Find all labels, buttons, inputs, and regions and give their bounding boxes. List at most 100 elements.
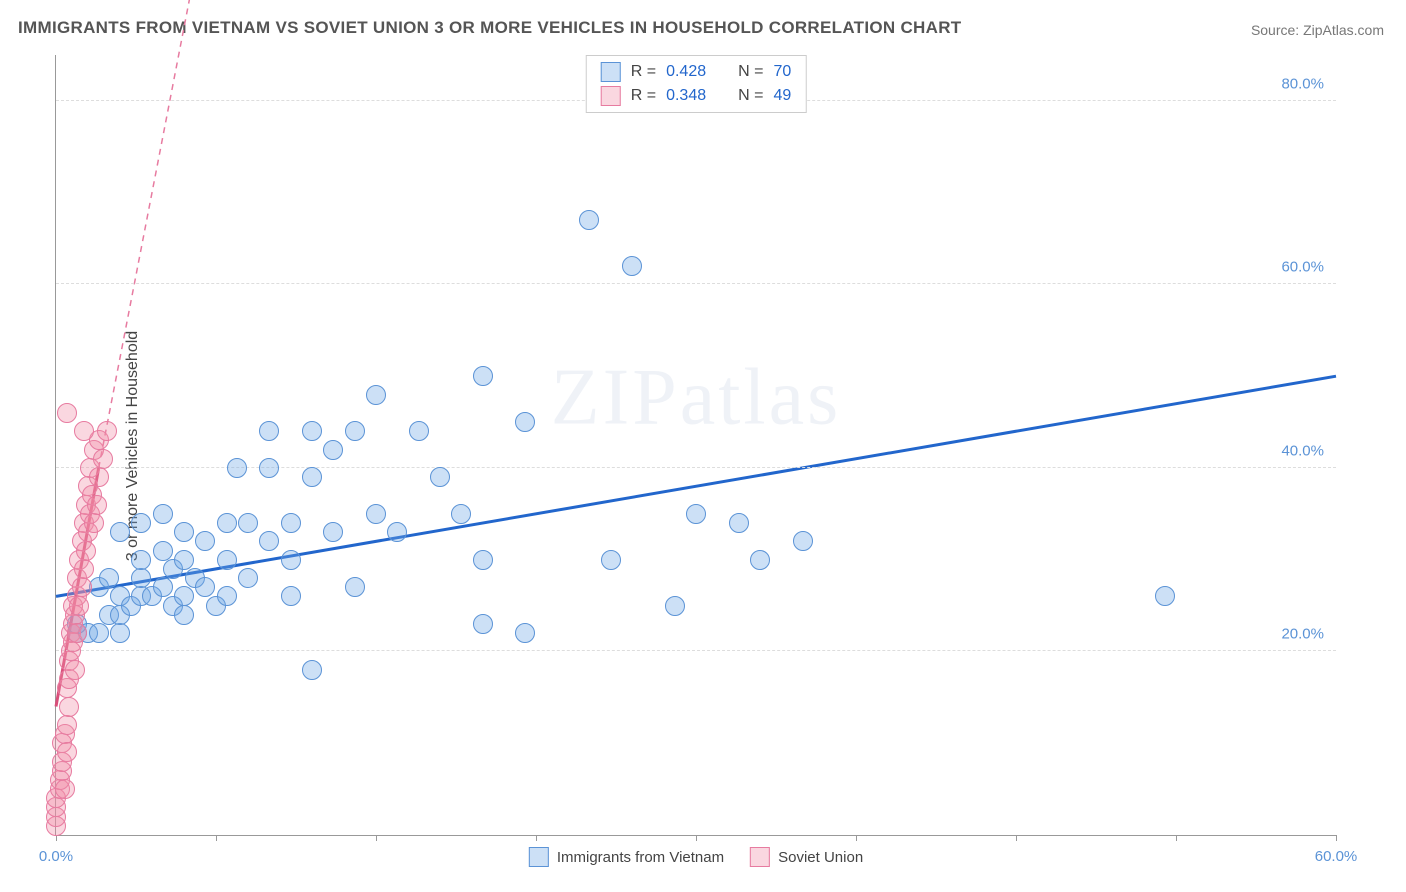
gridline xyxy=(56,650,1336,651)
legend-r-value: 0.348 xyxy=(666,87,706,105)
scatter-point xyxy=(515,412,535,432)
scatter-point xyxy=(57,403,77,423)
x-tick xyxy=(1016,835,1017,841)
trend-line xyxy=(99,0,206,468)
scatter-point xyxy=(217,550,237,570)
legend-swatch xyxy=(750,847,770,867)
x-tick xyxy=(696,835,697,841)
x-tick-label: 0.0% xyxy=(39,848,73,865)
legend-swatch xyxy=(529,847,549,867)
scatter-point xyxy=(750,550,770,570)
scatter-point xyxy=(259,531,279,551)
scatter-point xyxy=(366,385,386,405)
scatter-point xyxy=(69,596,89,616)
scatter-point xyxy=(57,742,77,762)
scatter-point xyxy=(93,449,113,469)
legend-n-value: 70 xyxy=(773,63,791,81)
scatter-point xyxy=(153,504,173,524)
x-tick xyxy=(1336,835,1337,841)
scatter-point xyxy=(59,697,79,717)
x-tick xyxy=(376,835,377,841)
scatter-point xyxy=(55,779,75,799)
scatter-point xyxy=(515,623,535,643)
scatter-point xyxy=(409,421,429,441)
scatter-point xyxy=(345,421,365,441)
legend-r-value: 0.428 xyxy=(666,63,706,81)
scatter-point xyxy=(622,256,642,276)
scatter-point xyxy=(366,504,386,524)
scatter-point xyxy=(153,577,173,597)
scatter-point xyxy=(323,522,343,542)
scatter-point xyxy=(281,513,301,533)
y-tick-label: 40.0% xyxy=(1281,442,1324,459)
scatter-point xyxy=(174,605,194,625)
scatter-point xyxy=(665,596,685,616)
trend-lines-layer xyxy=(56,55,1336,835)
x-tick xyxy=(1176,835,1177,841)
x-tick xyxy=(56,835,57,841)
scatter-point xyxy=(281,550,301,570)
legend-n-label: N = xyxy=(738,63,763,81)
y-tick-label: 80.0% xyxy=(1281,75,1324,92)
legend-r-label: R = xyxy=(631,87,656,105)
scatter-point xyxy=(259,458,279,478)
gridline xyxy=(56,467,1336,468)
x-tick xyxy=(856,835,857,841)
scatter-point xyxy=(195,531,215,551)
scatter-point xyxy=(84,513,104,533)
legend-series-label: Immigrants from Vietnam xyxy=(557,849,724,866)
scatter-point xyxy=(131,568,151,588)
chart-source: Source: ZipAtlas.com xyxy=(1251,22,1384,38)
scatter-point xyxy=(238,513,258,533)
scatter-point xyxy=(729,513,749,533)
legend-n-value: 49 xyxy=(773,87,791,105)
scatter-point xyxy=(281,586,301,606)
scatter-point xyxy=(793,531,813,551)
scatter-point xyxy=(110,623,130,643)
scatter-point xyxy=(259,421,279,441)
scatter-point xyxy=(110,522,130,542)
scatter-point xyxy=(601,550,621,570)
correlation-legend: R = 0.428 N = 70 R = 0.348 N = 49 xyxy=(586,55,807,113)
scatter-point xyxy=(217,513,237,533)
scatter-point xyxy=(174,550,194,570)
legend-series-item: Soviet Union xyxy=(750,847,863,867)
scatter-point xyxy=(174,522,194,542)
scatter-point xyxy=(74,559,94,579)
legend-n-label: N = xyxy=(738,87,763,105)
chart-plot-area: ZIPatlas R =0.428N =70R =0.348N =49 Immi… xyxy=(55,55,1336,836)
gridline xyxy=(56,283,1336,284)
scatter-point xyxy=(74,421,94,441)
legend-swatch xyxy=(601,86,621,106)
scatter-point xyxy=(451,504,471,524)
scatter-point xyxy=(89,467,109,487)
scatter-point xyxy=(238,568,258,588)
scatter-point xyxy=(473,614,493,634)
scatter-point xyxy=(227,458,247,478)
legend-row: R = 0.428 N = 70 xyxy=(601,60,792,84)
legend-swatch xyxy=(601,62,621,82)
scatter-point xyxy=(387,522,407,542)
y-tick-label: 20.0% xyxy=(1281,626,1324,643)
scatter-point xyxy=(323,440,343,460)
scatter-point xyxy=(195,577,215,597)
scatter-point xyxy=(217,586,237,606)
scatter-point xyxy=(97,421,117,441)
watermark-text: ZIPatlas xyxy=(551,353,842,444)
x-tick xyxy=(536,835,537,841)
scatter-point xyxy=(430,467,450,487)
trend-line xyxy=(56,376,1336,596)
scatter-point xyxy=(1155,586,1175,606)
legend-r-label: R = xyxy=(631,63,656,81)
scatter-point xyxy=(686,504,706,524)
scatter-point xyxy=(57,715,77,735)
legend-series-label: Soviet Union xyxy=(778,849,863,866)
scatter-point xyxy=(99,568,119,588)
scatter-point xyxy=(153,541,173,561)
scatter-point xyxy=(76,541,96,561)
scatter-point xyxy=(174,586,194,606)
series-legend: Immigrants from Vietnam Soviet Union xyxy=(529,847,863,867)
x-tick xyxy=(216,835,217,841)
legend-series-item: Immigrants from Vietnam xyxy=(529,847,724,867)
scatter-point xyxy=(131,513,151,533)
